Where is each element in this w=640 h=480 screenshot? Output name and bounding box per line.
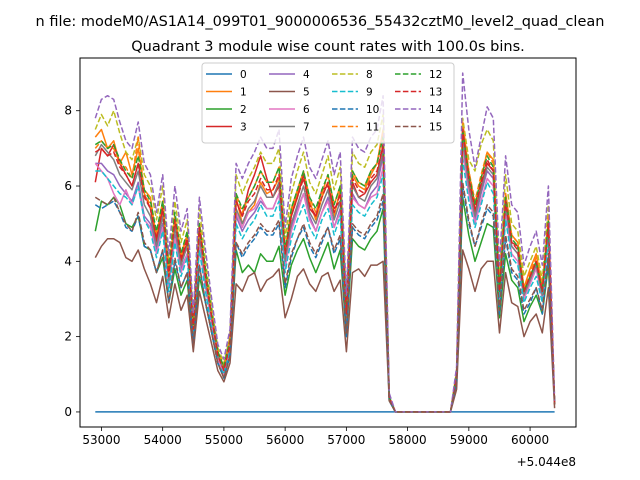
legend-label-13: 13 (429, 87, 442, 99)
series-line-13 (94, 128, 556, 413)
series-lines (94, 72, 556, 413)
series-line-14 (94, 72, 556, 413)
x-tick-label: 53000 (82, 433, 120, 447)
legend-label-15: 15 (429, 122, 442, 134)
legend-label-4: 4 (303, 69, 310, 81)
series-line-15 (94, 181, 556, 413)
legend-label-9: 9 (366, 87, 373, 99)
legend-label-11: 11 (366, 122, 379, 134)
x-tick-label: 58000 (389, 433, 427, 447)
chart-title: Quadrant 3 module wise count rates with … (131, 39, 525, 55)
plot-frame (79, 57, 577, 428)
x-tick-label: 54000 (144, 433, 182, 447)
x-offset-label: +5.044e8 (517, 455, 576, 469)
series-line-8 (94, 109, 556, 413)
y-tick-label: 2 (64, 330, 72, 344)
x-tick-label: 59000 (450, 433, 488, 447)
y-tick-label: 4 (64, 254, 72, 268)
legend-label-2: 2 (240, 104, 247, 116)
series-line-9 (95, 158, 556, 413)
legend-box (201, 62, 455, 144)
x-tick-label: 55000 (205, 433, 243, 447)
legend-label-8: 8 (366, 69, 373, 81)
series-line-5 (94, 237, 556, 413)
legend-label-14: 14 (429, 104, 443, 116)
legend-label-10: 10 (366, 104, 379, 116)
legend-label-1: 1 (240, 87, 247, 99)
x-tick-label: 57000 (327, 433, 365, 447)
legend-label-3: 3 (240, 122, 247, 134)
axis-ticks: 53000 54000 55000 56000 57000 58000 59000 60000… (64, 104, 549, 447)
legend-label-0: 0 (240, 69, 247, 81)
legend-label-6: 6 (303, 104, 310, 116)
legend-label-12: 12 (429, 69, 442, 81)
figure-suptitle: n file: modeM0/AS1A14_099T01_9000006536_… (36, 14, 605, 30)
x-tick-label: 56000 (266, 433, 304, 447)
y-tick-label: 0 (64, 405, 72, 419)
y-tick-label: 8 (64, 104, 72, 118)
series-line-12 (94, 128, 556, 413)
y-tick-label: 6 (64, 179, 72, 193)
legend-label-7: 7 (303, 122, 310, 134)
legend-label-5: 5 (303, 87, 310, 99)
x-tick-label: 60000 (511, 433, 549, 447)
